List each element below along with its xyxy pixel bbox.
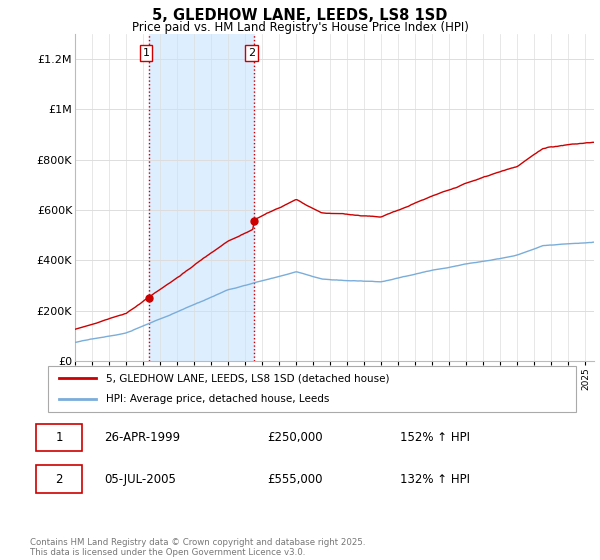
Text: 1: 1	[142, 48, 149, 58]
Text: £555,000: £555,000	[268, 473, 323, 486]
Bar	[149, 34, 254, 361]
Text: 1: 1	[55, 431, 63, 444]
Text: 132% ↑ HPI: 132% ↑ HPI	[400, 473, 470, 486]
Text: £250,000: £250,000	[268, 431, 323, 444]
FancyBboxPatch shape	[35, 424, 82, 451]
Text: 2: 2	[248, 48, 255, 58]
Text: 5, GLEDHOW LANE, LEEDS, LS8 1SD: 5, GLEDHOW LANE, LEEDS, LS8 1SD	[152, 8, 448, 24]
Text: 05-JUL-2005: 05-JUL-2005	[104, 473, 176, 486]
Text: 152% ↑ HPI: 152% ↑ HPI	[400, 431, 470, 444]
Text: Price paid vs. HM Land Registry's House Price Index (HPI): Price paid vs. HM Land Registry's House …	[131, 21, 469, 34]
Text: 26-APR-1999: 26-APR-1999	[104, 431, 181, 444]
FancyBboxPatch shape	[35, 465, 82, 493]
Text: 5, GLEDHOW LANE, LEEDS, LS8 1SD (detached house): 5, GLEDHOW LANE, LEEDS, LS8 1SD (detache…	[106, 373, 389, 383]
Text: HPI: Average price, detached house, Leeds: HPI: Average price, detached house, Leed…	[106, 394, 329, 404]
Text: 2: 2	[55, 473, 63, 486]
Text: Contains HM Land Registry data © Crown copyright and database right 2025.
This d: Contains HM Land Registry data © Crown c…	[30, 538, 365, 557]
FancyBboxPatch shape	[48, 366, 576, 412]
